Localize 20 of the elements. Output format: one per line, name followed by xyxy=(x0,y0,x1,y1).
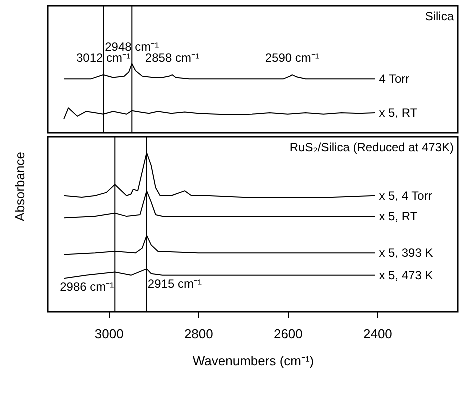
chart-title: Silica xyxy=(425,10,454,24)
chart-title: RuS₂/Silica (Reduced at 473K) xyxy=(290,140,454,154)
series-label: 4 Torr xyxy=(379,72,410,86)
annotation: 2858 cm⁻¹ xyxy=(145,51,200,66)
annotation: 2948 cm⁻¹ xyxy=(105,40,160,54)
annotation: 2986 cm⁻¹ xyxy=(60,280,114,294)
series-label: x 5, RT xyxy=(379,210,418,224)
x-tick-label: 2400 xyxy=(363,326,392,342)
x-tick-label: 2800 xyxy=(184,326,214,342)
series-label: x 5, 473 K xyxy=(379,268,434,282)
annotation: 2915 cm⁻¹ xyxy=(148,277,202,292)
series-label: x 5, 4 Torr xyxy=(379,188,432,203)
y-axis-title: Absorbance xyxy=(12,152,28,222)
annotation: 3012 cm⁻¹ xyxy=(76,51,131,66)
series-label: x 5, 393 K xyxy=(379,246,434,260)
x-axis-title: Wavenumbers (cm⁻¹) xyxy=(192,354,314,368)
x-tick-label: 2600 xyxy=(274,326,303,342)
series-label: x 5, RT xyxy=(379,106,418,120)
annotation: 2590 cm⁻¹ xyxy=(265,51,320,66)
x-tick-label: 3000 xyxy=(94,326,124,342)
